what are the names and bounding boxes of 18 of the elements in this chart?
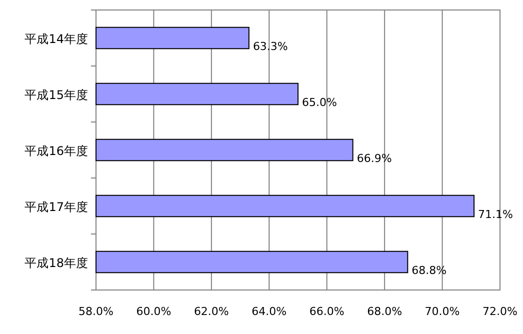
x-tick-label: 70.0% bbox=[424, 305, 460, 318]
x-tick-label: 66.0% bbox=[309, 305, 344, 318]
x-tick-label: 68.0% bbox=[367, 305, 402, 318]
y-tick-label: 平成16年度 bbox=[24, 144, 88, 158]
x-tick-label: 64.0% bbox=[252, 305, 287, 318]
data-label: 71.1% bbox=[478, 208, 513, 221]
y-tick-label: 平成17年度 bbox=[24, 200, 88, 214]
data-label: 65.0% bbox=[302, 96, 337, 109]
data-label: 63.3% bbox=[252, 40, 288, 53]
data-label: 68.8% bbox=[412, 264, 447, 277]
data-label: 66.9% bbox=[356, 152, 392, 165]
y-tick-label: 平成18年度 bbox=[24, 256, 88, 270]
x-tick-label: 62.0% bbox=[194, 305, 229, 318]
x-tick-label: 58.0% bbox=[78, 305, 114, 318]
x-tick-label: 72.0% bbox=[482, 305, 518, 318]
y-tick-label: 平成15年度 bbox=[24, 88, 88, 102]
y-tick-label: 平成14年度 bbox=[24, 32, 88, 46]
x-tick-label: 60.0% bbox=[136, 305, 172, 318]
